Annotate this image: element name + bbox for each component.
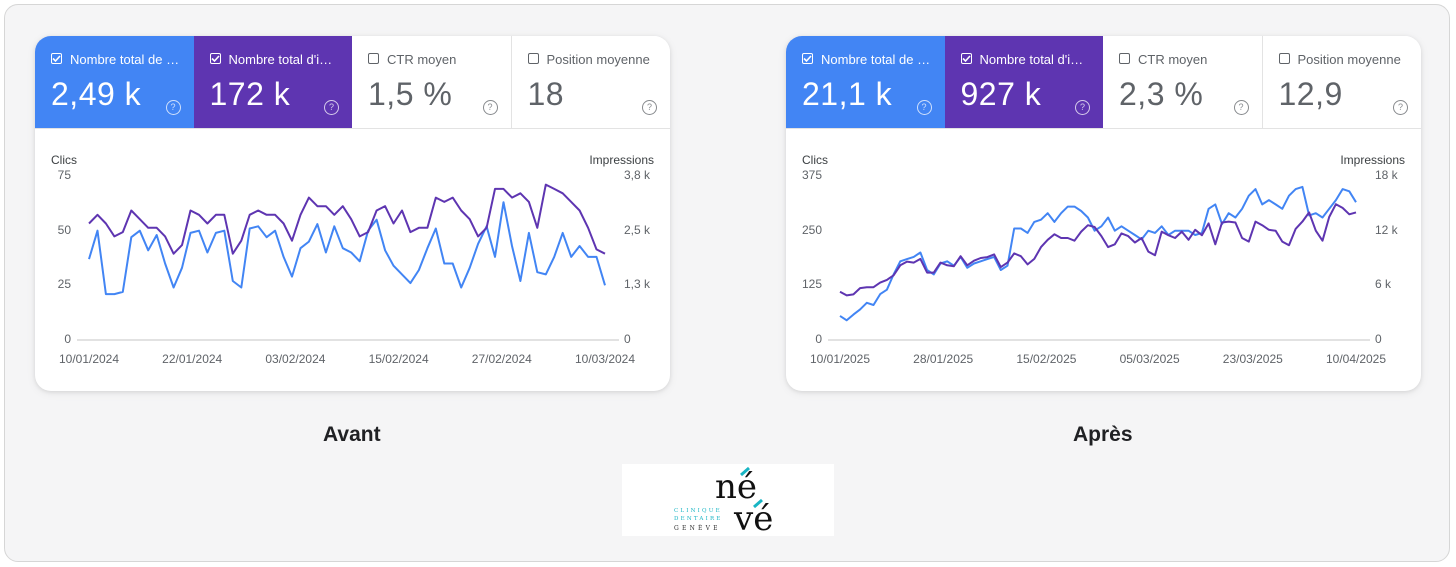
metric-ctr[interactable]: CTR moyen 1,5 % ? xyxy=(352,36,512,128)
metric-value: 12,9 xyxy=(1278,76,1343,112)
metric-cards: Nombre total de … 21,1 k ? Nombre total … xyxy=(786,36,1421,129)
x-tick-label: 22/01/2024 xyxy=(162,352,223,366)
x-tick-label: 23/03/2025 xyxy=(1222,352,1283,366)
help-icon[interactable]: ? xyxy=(165,100,181,115)
x-tick-label: 05/03/2025 xyxy=(1119,352,1180,366)
help-icon[interactable]: ? xyxy=(642,100,657,115)
series-line-clics xyxy=(839,185,1357,322)
help-icon[interactable]: ? xyxy=(482,100,498,115)
series-line-impressions xyxy=(839,203,1357,297)
x-tick-label: 27/02/2024 xyxy=(471,352,532,366)
logo-accent-mark xyxy=(753,498,763,509)
y-tick-label-left: 0 xyxy=(64,332,71,346)
y-tick-label-left: 250 xyxy=(801,222,822,237)
metric-value: 1,5 % xyxy=(368,76,453,112)
x-tick-label: 10/01/2025 xyxy=(809,352,871,366)
y-tick-label-right: 0 xyxy=(624,332,631,346)
logo-line-3: GENÈVE xyxy=(674,524,721,532)
metric-value: 2,49 k xyxy=(51,76,142,112)
y-axis-title-left: Clics xyxy=(51,153,77,167)
y-axis-title-left: Clics xyxy=(802,153,828,167)
clinic-logo: né vé CLINIQUE DENTAIRE GENÈVE xyxy=(622,464,834,539)
logo-text-top: né xyxy=(715,467,757,507)
metric-position[interactable]: Position moyenne 12,9 ? xyxy=(1262,36,1421,128)
x-tick-label: 10/04/2025 xyxy=(1325,352,1387,366)
help-icon[interactable]: ? xyxy=(1233,100,1249,115)
y-tick-label-right: 0 xyxy=(1375,332,1382,346)
checkbox-unchecked-icon[interactable] xyxy=(1278,53,1290,64)
y-tick-label-right: 2,5 k xyxy=(624,222,651,237)
x-tick-label: 10/01/2024 xyxy=(58,352,120,366)
line-chart xyxy=(828,185,1370,341)
checkbox-unchecked-icon[interactable] xyxy=(368,53,379,64)
metric-value: 18 xyxy=(527,76,565,112)
panel-avant: Nombre total de … 2,49 k ? Nombre total … xyxy=(35,36,670,391)
panel-apres: Nombre total de … 21,1 k ? Nombre total … xyxy=(786,36,1421,391)
y-tick-label-right: 18 k xyxy=(1375,168,1398,182)
line-chart xyxy=(77,183,619,341)
help-icon[interactable]: ? xyxy=(324,100,339,115)
series-line-impressions xyxy=(88,183,606,255)
checkbox-checked-icon[interactable] xyxy=(802,53,813,64)
help-icon[interactable]: ? xyxy=(1075,100,1090,115)
y-tick-label-left: 0 xyxy=(815,332,822,346)
metric-total-impressions[interactable]: Nombre total d'i… 927 k ? xyxy=(944,36,1103,128)
metric-position[interactable]: Position moyenne 18 ? xyxy=(511,36,670,128)
metric-total-impressions[interactable]: Nombre total d'i… 172 k ? xyxy=(193,36,352,128)
y-tick-label-left: 25 xyxy=(57,277,71,292)
x-tick-label: 15/02/2025 xyxy=(1016,352,1077,366)
y-tick-label-left: 125 xyxy=(801,277,822,292)
logo-line-2: DENTAIRE xyxy=(674,516,723,522)
metric-value: 172 k xyxy=(209,76,291,112)
series-line-clics xyxy=(88,201,606,296)
logo-text-bottom: vé xyxy=(733,499,773,536)
y-axis-title-right: Impressions xyxy=(589,153,654,167)
metric-cards: Nombre total de … 2,49 k ? Nombre total … xyxy=(35,36,670,129)
y-tick-label-left: 75 xyxy=(57,168,71,182)
checkbox-checked-icon[interactable] xyxy=(51,53,62,64)
checkbox-unchecked-icon[interactable] xyxy=(527,53,539,64)
y-axis-title-right: Impressions xyxy=(1340,153,1405,167)
help-icon[interactable]: ? xyxy=(1393,100,1408,115)
metric-ctr[interactable]: CTR moyen 2,3 % ? xyxy=(1103,36,1263,128)
metric-total-clicks[interactable]: Nombre total de … 21,1 k ? xyxy=(786,36,945,128)
metric-value: 2,3 % xyxy=(1119,76,1204,112)
metric-total-clicks[interactable]: Nombre total de … 2,49 k ? xyxy=(35,36,194,128)
logo-accent-mark xyxy=(740,466,750,477)
y-tick-label-left: 50 xyxy=(57,222,71,237)
checkbox-checked-icon[interactable] xyxy=(209,53,221,64)
metric-value: 21,1 k xyxy=(802,76,893,112)
help-icon[interactable]: ? xyxy=(916,100,932,115)
y-tick-label-right: 3,8 k xyxy=(624,168,651,182)
checkbox-unchecked-icon[interactable] xyxy=(1119,53,1130,64)
metric-value: 927 k xyxy=(960,76,1042,112)
x-tick-label: 10/03/2024 xyxy=(574,352,636,366)
logo-line-1: CLINIQUE xyxy=(674,508,722,514)
caption-apres: Après xyxy=(1073,423,1133,446)
y-tick-label-right: 1,3 k xyxy=(624,277,651,292)
y-tick-label-right: 6 k xyxy=(1375,277,1392,292)
checkbox-checked-icon[interactable] xyxy=(960,53,972,64)
y-tick-label-left: 375 xyxy=(801,168,822,182)
caption-avant: Avant xyxy=(323,423,381,446)
y-tick-label-right: 12 k xyxy=(1375,222,1398,237)
x-tick-label: 28/01/2025 xyxy=(913,352,974,366)
x-tick-label: 03/02/2024 xyxy=(265,352,326,366)
x-tick-label: 15/02/2024 xyxy=(368,352,429,366)
